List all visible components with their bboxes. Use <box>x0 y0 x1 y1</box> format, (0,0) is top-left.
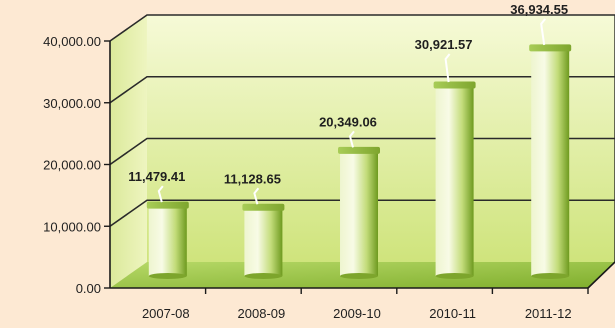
data-label: 20,349.06 <box>319 114 377 129</box>
bar-base <box>435 273 474 279</box>
bar-base <box>531 273 570 279</box>
bar-base <box>244 273 283 279</box>
bar <box>340 150 378 276</box>
bar <box>148 205 187 276</box>
bar <box>244 207 283 276</box>
bar-cap <box>529 44 572 52</box>
x-category-label: 2007-08 <box>142 306 190 321</box>
y-tick-label: 40,000.00 <box>43 34 101 49</box>
gridline <box>109 14 615 42</box>
data-label: 36,934.55 <box>510 2 568 17</box>
y-tick-label: 10,000.00 <box>43 219 101 234</box>
y-tick-label: 0.00 <box>76 281 101 296</box>
x-category-label: 2010-11 <box>429 306 476 321</box>
bar-cap <box>242 203 285 211</box>
bar <box>435 85 474 277</box>
floor-right-edge <box>587 261 615 289</box>
data-label-leader <box>348 130 355 148</box>
bar-base <box>340 273 378 279</box>
y-tick-label: 30,000.00 <box>43 96 101 111</box>
data-label-leader <box>157 185 164 203</box>
data-label: 11,479.41 <box>128 169 185 184</box>
x-category-label: 2008-09 <box>238 306 286 321</box>
bar-cap <box>433 81 476 89</box>
data-label: 11,128.65 <box>224 171 281 186</box>
data-label: 30,921.57 <box>415 37 473 52</box>
data-label-leader <box>540 18 546 46</box>
data-label-leader <box>253 187 260 205</box>
bar-base <box>148 273 187 279</box>
bar-cap <box>338 146 380 154</box>
bar-cap <box>146 201 189 209</box>
gridline <box>109 75 615 104</box>
y-tick-label: 20,000.00 <box>43 158 101 173</box>
x-category-label: 2009-10 <box>333 306 381 321</box>
bar <box>531 47 570 276</box>
x-category-label: 2011-12 <box>525 306 572 321</box>
data-label-leader <box>444 53 451 83</box>
